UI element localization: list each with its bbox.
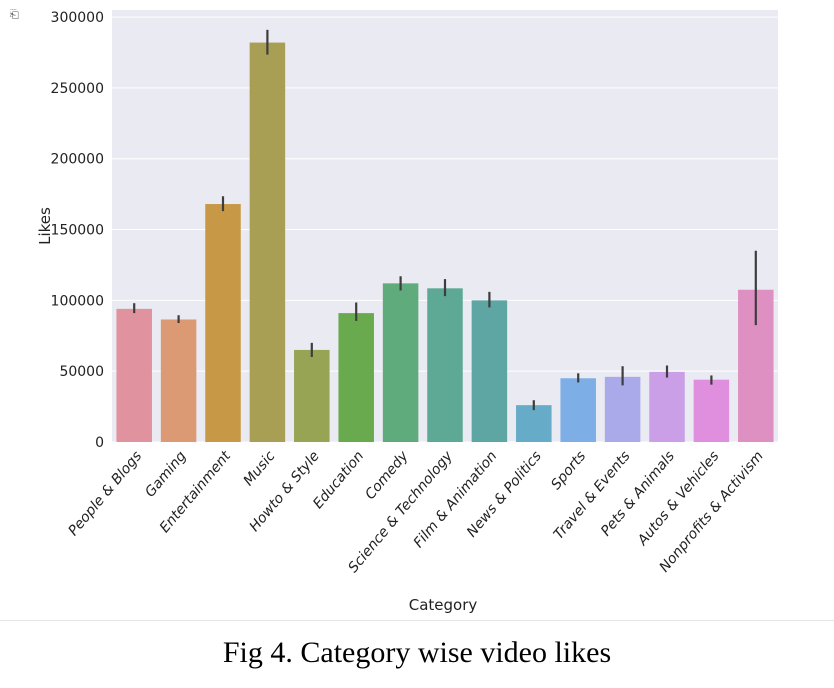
bar — [160, 319, 197, 442]
bar — [604, 376, 641, 442]
bar — [471, 300, 508, 442]
x-tick-label: People & Blogs — [65, 448, 145, 539]
bar — [560, 378, 596, 442]
divider — [0, 620, 834, 621]
bar — [205, 204, 241, 442]
y-tick-label: 200000 — [51, 152, 104, 168]
x-tick-label: Sports — [548, 448, 589, 493]
x-tick-label: Film & Animation — [411, 448, 501, 551]
error-bars — [133, 29, 757, 411]
figure-area: ⎗ 0 50000 100000 150000 200000 250000 300000 P… — [10, 8, 778, 614]
figure-caption: Fig 4. Category wise video likes — [222, 636, 612, 669]
bar — [427, 288, 463, 442]
y-tick-label: 250000 — [51, 81, 104, 97]
bar — [516, 405, 552, 442]
bar — [116, 308, 152, 442]
output-cell-icon: ⎗ — [10, 8, 19, 21]
bar — [382, 283, 419, 442]
y-tick-labels: 0 50000 100000 150000 200000 250000 300000 — [51, 10, 104, 451]
bars — [116, 42, 774, 442]
x-axis-title: Category — [409, 596, 478, 614]
y-tick-label: 100000 — [51, 293, 104, 309]
y-tick-label: 300000 — [51, 10, 104, 26]
bar-chart: 0 50000 100000 150000 200000 250000 300000 Peo… — [36, 10, 778, 614]
bar — [338, 313, 374, 442]
y-tick-label: 150000 — [51, 223, 104, 239]
y-tick-label: 50000 — [59, 364, 104, 380]
x-tick-label: Autos & Vehicles — [634, 448, 722, 549]
y-tick-label: 0 — [95, 435, 104, 451]
x-tick-label: Gaming — [142, 448, 189, 500]
bar — [249, 42, 286, 442]
bar — [693, 379, 730, 442]
x-tick-label: Travel & Events — [551, 448, 634, 542]
x-tick-label: Music — [241, 448, 279, 489]
bar — [294, 349, 330, 442]
bar — [649, 371, 685, 442]
y-axis-title: Likes — [36, 207, 54, 245]
